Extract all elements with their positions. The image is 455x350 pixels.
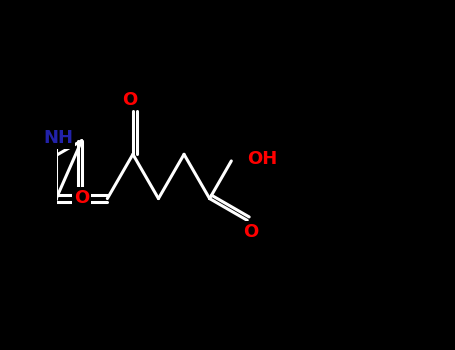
Text: NH: NH [43,129,73,147]
Text: O: O [243,223,258,240]
Text: O: O [122,91,137,108]
Text: OH: OH [247,150,278,168]
Text: O: O [74,189,89,207]
